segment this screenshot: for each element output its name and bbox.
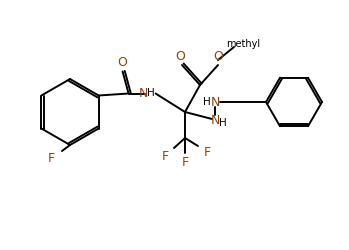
Text: F: F bbox=[203, 146, 210, 158]
Text: N: N bbox=[210, 96, 220, 108]
Text: O: O bbox=[118, 56, 127, 69]
Text: F: F bbox=[47, 152, 54, 166]
Text: F: F bbox=[162, 150, 169, 162]
Text: O: O bbox=[213, 50, 223, 62]
Text: O: O bbox=[175, 50, 185, 62]
Text: N: N bbox=[139, 87, 148, 100]
Text: H: H bbox=[147, 88, 155, 99]
Text: F: F bbox=[181, 156, 188, 168]
Text: N: N bbox=[210, 114, 220, 126]
Text: H: H bbox=[203, 97, 211, 107]
Text: methyl: methyl bbox=[226, 39, 260, 49]
Text: H: H bbox=[219, 118, 227, 128]
